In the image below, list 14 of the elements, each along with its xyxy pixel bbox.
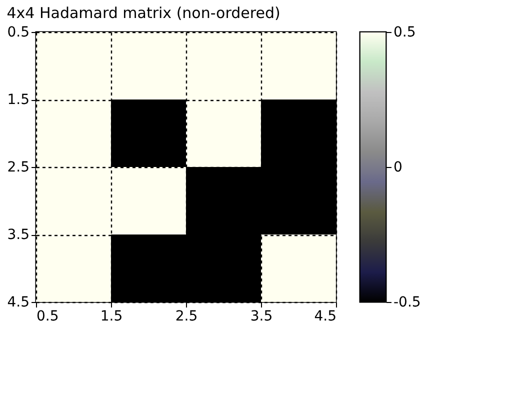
color-bar-label: 0.5 (394, 24, 416, 40)
y-tick-label: 4.5 (7, 294, 30, 310)
y-tick-label: 2.5 (7, 160, 30, 176)
x-tick-label: 0.5 (36, 308, 59, 324)
y-tick-label: 1.5 (7, 92, 30, 108)
chart-title: 4x4 Hadamard matrix (non-ordered) (6, 4, 280, 22)
x-tick-label: 1.5 (100, 308, 123, 324)
y-tick-label: 0.5 (7, 24, 30, 40)
x-tick-label: 4.5 (314, 308, 336, 324)
color-bar-label: 0 (394, 160, 402, 176)
y-tick-label: 3.5 (7, 227, 30, 243)
x-tick-label: 3.5 (250, 308, 273, 324)
color-bar-label: -0.5 (394, 294, 421, 310)
x-tick-label: 2.5 (175, 308, 198, 324)
